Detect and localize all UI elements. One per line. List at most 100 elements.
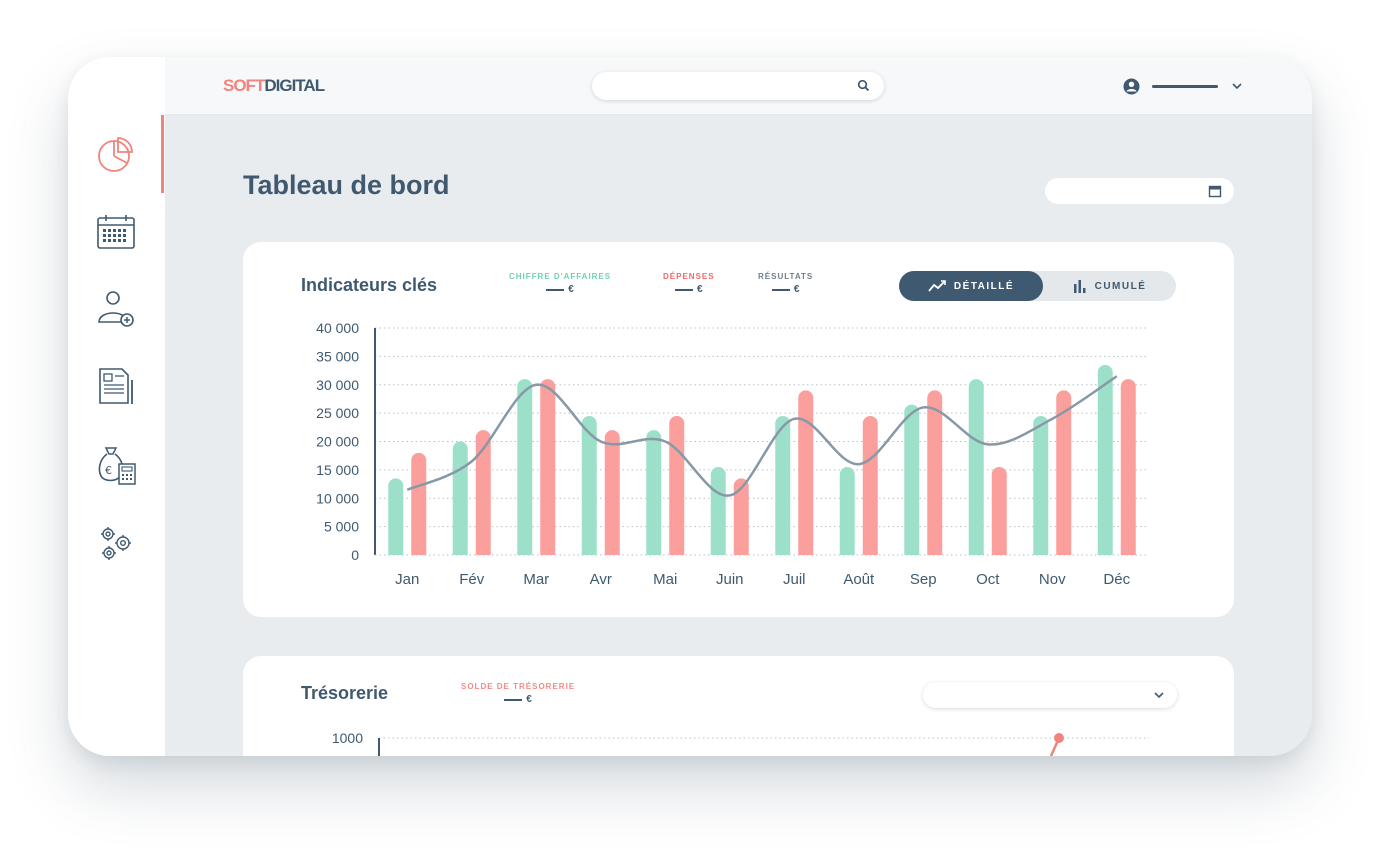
legend-depenses-value: € [697, 284, 703, 295]
bar-depenses[interactable] [1120, 379, 1136, 555]
app-window: € SOFTDIGITAL [68, 57, 1312, 756]
x-tick-label: Juin [716, 571, 744, 588]
user-name-placeholder [1152, 84, 1218, 88]
gears-icon [101, 527, 131, 560]
bar-depenses[interactable] [475, 430, 491, 555]
sidebar: € [68, 57, 165, 756]
bar-depenses[interactable] [540, 379, 556, 555]
legend-treso-label: SOLDE DE TRÉSORERIE [461, 682, 576, 691]
bar-depenses[interactable] [798, 390, 814, 555]
chevron-down-icon[interactable] [1230, 79, 1244, 93]
money-bag-calculator-icon: € [98, 447, 136, 485]
calendar-small-icon[interactable] [1208, 184, 1222, 198]
line-resultats [406, 375, 1118, 497]
y-tick-label: 15 000 [316, 462, 359, 478]
x-tick-label: Mar [523, 571, 549, 588]
page-title: Tableau de bord [243, 170, 450, 200]
x-tick-label: Jan [395, 571, 419, 588]
sidebar-item-add-user[interactable] [94, 286, 138, 330]
view-toggle: DÉTAILLÉ CUMULÉ [899, 271, 1176, 301]
kpi-card-title: Indicateurs clés [301, 275, 438, 295]
line-chart-icon [928, 280, 946, 292]
treso-card-title: Trésorerie [301, 683, 389, 703]
sidebar-item-dashboard[interactable] [94, 132, 138, 176]
bar-ca[interactable] [710, 467, 726, 555]
x-tick-label: Sep [910, 571, 937, 588]
y-tick-label: 25 000 [316, 405, 359, 421]
x-tick-label: Fév [459, 571, 485, 588]
bar-ca[interactable] [646, 430, 662, 555]
bar-depenses[interactable] [1056, 390, 1072, 555]
user-menu[interactable] [1123, 75, 1244, 97]
sidebar-active-indicator [161, 115, 164, 193]
legend-resultats-value: € [793, 284, 800, 295]
bar-depenses[interactable] [991, 467, 1007, 555]
bar-chart-icon [1073, 279, 1086, 293]
search-box [592, 72, 884, 100]
bar-ca[interactable] [517, 379, 533, 555]
toggle-cumul-label: CUMULÉ [1094, 280, 1147, 292]
bar-ca[interactable] [775, 415, 791, 555]
treso-chart: 1000 [332, 730, 1149, 756]
legend-resultats-label: RÉSULTATS [758, 272, 814, 281]
bar-depenses[interactable] [411, 452, 427, 555]
legend-ca-label: CHIFFRE D'AFFAIRES [509, 272, 612, 281]
y-tick-label: 10 000 [316, 490, 359, 506]
invoice-icon [99, 368, 133, 404]
y-tick-label: 0 [351, 547, 359, 563]
y-tick-label: 40 000 [316, 320, 359, 336]
bar-ca[interactable] [968, 379, 984, 555]
bar-depenses[interactable] [669, 415, 685, 555]
bar-ca[interactable] [388, 478, 404, 555]
treso-card: Trésorerie SOLDE DE TRÉSORERIE € 1000 [243, 656, 1234, 756]
bar-ca[interactable] [581, 415, 597, 555]
kpi-chart: 40 000 35 000 30 000 25 000 20 000 15 000 10 0… [316, 320, 1149, 588]
y-tick-label: 30 000 [316, 377, 359, 393]
sidebar-item-calendar[interactable] [94, 210, 138, 254]
legend-depenses: DÉPENSES € [663, 272, 715, 295]
sidebar-item-finance[interactable]: € [94, 443, 138, 487]
search-icon[interactable] [857, 79, 870, 92]
x-tick-label: Oct [976, 571, 1000, 588]
bar-ca[interactable] [1033, 415, 1049, 555]
legend-resultats: RÉSULTATS € [758, 272, 813, 295]
main-content: Tableau de bord Indicateurs clés CHIFFRE… [165, 115, 1312, 756]
y-tick-label: 1000 [332, 730, 363, 746]
bar-ca[interactable] [839, 467, 855, 555]
legend-ca-value: € [568, 284, 574, 295]
point-treso[interactable] [1054, 733, 1064, 743]
chevron-down-icon [1154, 692, 1164, 699]
sidebar-item-invoices[interactable] [94, 364, 138, 408]
toggle-detail-label: DÉTAILLÉ [953, 280, 1015, 292]
legend-depenses-label: DÉPENSES [663, 272, 715, 281]
toggle-cumul-button[interactable]: CUMULÉ [1043, 271, 1176, 301]
period-select[interactable] [923, 682, 1177, 708]
top-bar: SOFTDIGITAL [165, 57, 1312, 115]
bar-ca[interactable] [1097, 364, 1113, 555]
toggle-detail-button[interactable]: DÉTAILLÉ [899, 271, 1043, 301]
add-user-icon [98, 291, 134, 327]
user-avatar-icon [1123, 78, 1140, 94]
date-picker[interactable] [1045, 178, 1234, 204]
pie-chart-icon [98, 137, 133, 172]
sidebar-item-settings[interactable] [94, 521, 138, 565]
y-tick-label: 5 000 [324, 519, 359, 535]
bar-ca[interactable] [452, 441, 468, 556]
search-input[interactable] [592, 72, 832, 100]
x-tick-label: Avr [590, 571, 612, 588]
svg-text:€: € [105, 464, 112, 477]
legend-treso-value: € [526, 694, 532, 705]
bar-depenses[interactable] [927, 390, 943, 555]
x-tick-label: Nov [1039, 571, 1066, 588]
x-tick-label: Juil [783, 571, 806, 588]
x-tick-label: Mai [653, 571, 677, 588]
bar-depenses[interactable] [604, 430, 620, 555]
legend-ca: CHIFFRE D'AFFAIRES € [509, 272, 611, 295]
kpi-card: Indicateurs clés CHIFFRE D'AFFAIRES € DÉ… [243, 242, 1234, 617]
brand-logo: SOFTDIGITAL [223, 76, 325, 95]
bar-depenses[interactable] [862, 415, 878, 555]
bar-depenses[interactable] [733, 478, 749, 555]
legend-treso: SOLDE DE TRÉSORERIE € [461, 682, 575, 705]
x-tick-label: Août [843, 571, 875, 588]
bar-ca[interactable] [904, 404, 920, 555]
